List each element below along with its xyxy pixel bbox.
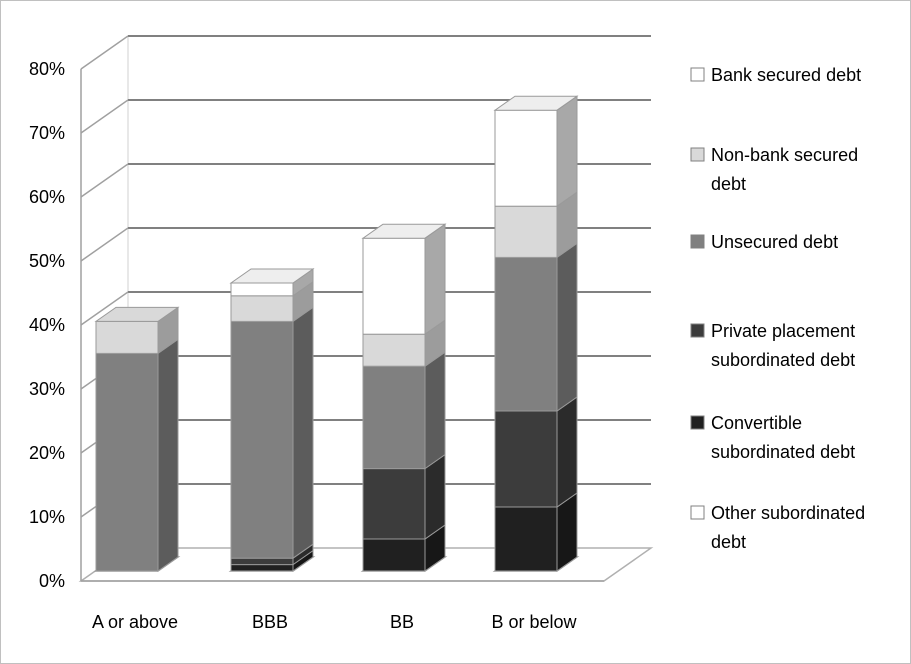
y-tick-label: 30% [29,379,65,399]
bar-segment-bbb-non-bank-secured-debt [230,295,294,322]
bar-segment-b-or-below-private-placement-subordinated-debt [494,410,558,508]
gridline-side [80,227,129,262]
bar-segment-b-or-below-unsecured-debt [494,256,558,412]
y-tick-label: 60% [29,187,65,207]
y-tick-label: 40% [29,315,65,335]
bar-segment-bb-private-placement-subordinated-debt-side [424,453,446,540]
x-tick-label: A or above [92,612,178,632]
legend-label: debt [711,174,746,194]
bar-segment-bb-bank-secured-debt [362,237,426,335]
bar-segment-a-or-above-unsecured-debt [95,352,159,572]
legend-swatch-private-placement-subordinated-debt [690,323,705,338]
bar-segment-b-or-below-bank-secured-debt-side [556,95,578,208]
bar-segment-bb-unsecured-debt [362,365,426,470]
bar-segment-bb-private-placement-subordinated-debt [362,468,426,540]
bar-segment-b-or-below-bank-secured-debt [494,109,558,207]
y-tick-label: 80% [29,59,65,79]
legend-label: Other subordinated [711,503,865,523]
bar-top-bb [361,223,447,239]
bar-segment-bbb-unsecured-debt [230,320,294,559]
x-tick-label: BB [390,612,414,632]
bar-segment-b-or-below-non-bank-secured-debt [494,205,558,258]
bar-segment-bb-non-bank-secured-debt [362,333,426,367]
bar-top-a-or-above [94,306,180,322]
bar-segment-bbb-convertible-subordinated-debt [230,564,294,572]
x-tick-label: BBB [252,612,288,632]
bar-segment-b-or-below-unsecured-debt-side [556,242,578,412]
x-tick-label: B or below [491,612,577,632]
bar-segment-a-or-above-non-bank-secured-debt [95,320,159,354]
legend-label: Unsecured debt [711,232,838,252]
x-axis: A or above BBB BB B or below [92,612,578,632]
bar-segment-b-or-below-private-placement-subordinated-debt-side [556,396,578,508]
bar-segment-bb-unsecured-debt-side [424,351,446,470]
legend-label: Non-bank secured [711,145,858,165]
bar-segment-bb-bank-secured-debt-side [424,223,446,336]
legend-swatch-non-bank-secured-debt [690,147,705,162]
legend: Bank secured debt Non-bank secured debt Uns… [690,65,865,552]
bar-segment-bbb-unsecured-debt-side [292,306,314,560]
legend-label: debt [711,532,746,552]
legend-swatch-other-subordinated-debt [690,505,705,520]
y-tick-label: 50% [29,251,65,271]
bars [93,95,580,572]
legend-label: subordinated debt [711,442,855,462]
gridline-side [80,35,129,70]
bar-segment-b-or-below-convertible-subordinated-debt [494,506,558,572]
gridline-side [80,163,129,198]
gridline-side [80,291,129,326]
legend-label: Convertible [711,413,802,433]
y-axis: 0% 10% 20% 30% 40% 50% 60% 70% 80% [29,59,604,591]
gridline-side [80,99,129,134]
bar-top-bbb [229,268,315,284]
legend-swatch-bank-secured-debt [690,67,705,82]
legend-swatch-convertible-subordinated-debt [690,415,705,430]
legend-label: Bank secured debt [711,65,861,85]
legend-label: Private placement [711,321,855,341]
legend-swatch-unsecured-debt [690,234,705,249]
bar-segment-bb-convertible-subordinated-debt [362,538,426,572]
legend-label: subordinated debt [711,350,855,370]
y-tick-label: 0% [39,571,65,591]
bar-segment-bbb-bank-secured-debt [230,282,294,297]
bar-segment-bbb-private-placement-subordinated-debt [230,557,294,566]
bar-segment-a-or-above-unsecured-debt-side [157,338,179,572]
y-tick-label: 70% [29,123,65,143]
y-tick-label: 20% [29,443,65,463]
bar-top-b-or-below [493,95,579,111]
y-tick-label: 10% [29,507,65,527]
